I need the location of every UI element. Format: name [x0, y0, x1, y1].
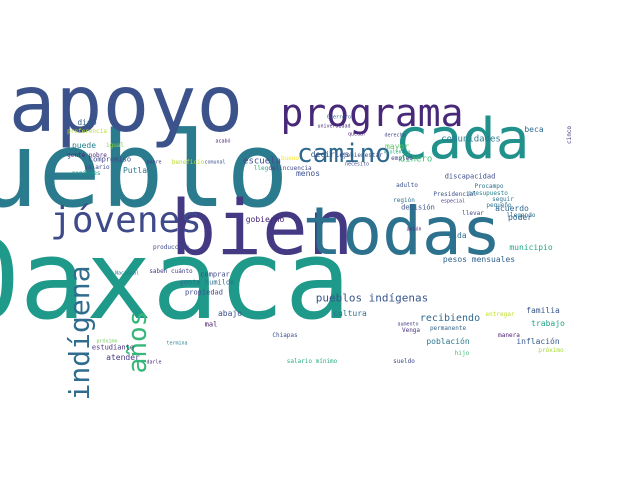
word-cloud-word: pesos mensuales [442, 255, 516, 264]
word-cloud-word: gobierno [245, 215, 285, 224]
word-cloud-word: Presidencial [433, 191, 477, 198]
word-cloud-word: Procampo [474, 183, 504, 190]
word-cloud-word: quedar [347, 131, 367, 138]
word-cloud-word: decirles [310, 150, 350, 159]
word-cloud-word: región [393, 197, 415, 204]
word-cloud-word: próximo [538, 347, 564, 354]
word-cloud-word: empleo [391, 155, 413, 162]
word-cloud-word: bueno [280, 155, 300, 162]
word-cloud-word: menos [295, 169, 321, 178]
word-cloud-word: regiones [71, 170, 101, 177]
word-cloud-word: hijo [454, 350, 470, 357]
word-cloud-word: manera [498, 332, 520, 339]
word-cloud-word: cultura [333, 309, 367, 318]
word-cloud-word: escuela [243, 156, 281, 167]
word-cloud-word: trabajo [531, 319, 565, 328]
word-cloud-word: preferencia [67, 128, 107, 135]
word-cloud-word: acuerdo [495, 204, 529, 213]
word-cloud-word: decisión [401, 203, 435, 212]
word-cloud-word: Guerrero [326, 114, 352, 121]
word-cloud-word: beca [524, 125, 544, 134]
word-cloud-word: pueblo [0, 109, 289, 231]
word-cloud-word: especial [440, 198, 466, 205]
word-cloud-word: propiedad [185, 288, 223, 297]
word-cloud-word: derecho [384, 132, 406, 139]
word-cloud-word: violencia [383, 149, 411, 156]
word-cloud-word: mayor [384, 142, 410, 151]
word-cloud-word: mal [204, 320, 218, 329]
word-cloud-word: avión [406, 226, 422, 233]
word-cloud-word: darle [146, 359, 162, 366]
word-cloud-word: jóvenes [50, 200, 202, 241]
word-cloud-word: beneficio [171, 159, 205, 166]
word-cloud-word: poder [507, 213, 533, 222]
word-cloud-word: termina [166, 340, 188, 347]
word-cloud-word: delincuencia [268, 165, 312, 172]
word-cloud-word: todas [302, 193, 502, 270]
word-cloud-word: familia [526, 306, 560, 315]
word-cloud-word: estudiante [91, 343, 135, 352]
word-cloud-word: municipio [509, 243, 553, 252]
word-cloud-word: necesito [344, 161, 370, 168]
word-cloud-word: pobre [146, 159, 162, 166]
word-cloud-word: atender [106, 353, 140, 362]
word-cloud-word: comprar [200, 270, 230, 279]
word-cloud-word: comunal [204, 159, 226, 166]
word-cloud-word: llegando [506, 212, 536, 219]
word-cloud-word: gente humilde [179, 278, 235, 287]
word-cloud-word: pequeño [486, 202, 512, 209]
word-cloud-word: producción [152, 244, 190, 251]
word-cloud-word: aumento [397, 321, 419, 328]
word-cloud-word: adulto [396, 182, 418, 189]
word-cloud-word: inflación [516, 337, 560, 346]
word-cloud-word: comunidades [441, 134, 501, 145]
word-cloud-word: lleg [253, 165, 269, 172]
word-cloud-word: apoyo [8, 60, 244, 150]
word-cloud-word: gente pobre [67, 152, 107, 159]
word-cloud-word: bien [170, 183, 354, 272]
word-cloud-word: igual [105, 142, 125, 149]
word-cloud-word: llevar [462, 210, 484, 217]
word-cloud-word: Nacional [114, 270, 140, 277]
word-cloud-word: Chiapas [272, 332, 298, 339]
word-cloud-word: presupuesto [468, 190, 508, 197]
word-cloud-word: Venga [401, 327, 421, 334]
word-cloud-word: cada [394, 107, 530, 172]
word-cloud-word: universidad [317, 123, 351, 130]
word-cloud-word: discapacidad [444, 172, 496, 181]
word-cloud-word: compromiso [88, 155, 132, 164]
word-cloud-word: Oaxaca [0, 216, 351, 344]
word-cloud-word: puede [71, 141, 97, 150]
word-cloud-word: acabó [215, 138, 231, 145]
word-cloud-word: cinco [566, 125, 573, 145]
word-cloud-word: próximo [96, 338, 118, 345]
word-cloud-word: permanente [429, 325, 467, 332]
word-cloud-word: Putla [122, 166, 148, 175]
word-cloud-word: salario mínimo [286, 358, 338, 365]
word-cloud-word: población [426, 337, 470, 346]
word-cloud-word: pueblos indígenas [315, 291, 429, 305]
word-cloud-word: abajo [217, 309, 243, 318]
word-cloud-word: ejobienestar [339, 152, 383, 159]
word-cloud-word: salario [84, 164, 110, 171]
word-cloud-word: programa [280, 91, 464, 135]
word-cloud-word: entregar [485, 311, 515, 318]
word-cloud-word: sueldo [393, 358, 415, 365]
word-cloud-word: vida [447, 231, 467, 240]
word-cloud-word: dinero [399, 154, 433, 165]
word-cloud-word: indígena [63, 265, 96, 401]
word-cloud-word: digo [77, 118, 97, 127]
word-cloud-word: camino [297, 139, 391, 169]
word-cloud-word: seguir [492, 196, 514, 203]
word-cloud-word: recibiendo [419, 313, 481, 324]
word-cloud-word: saben cuánto [149, 268, 193, 275]
